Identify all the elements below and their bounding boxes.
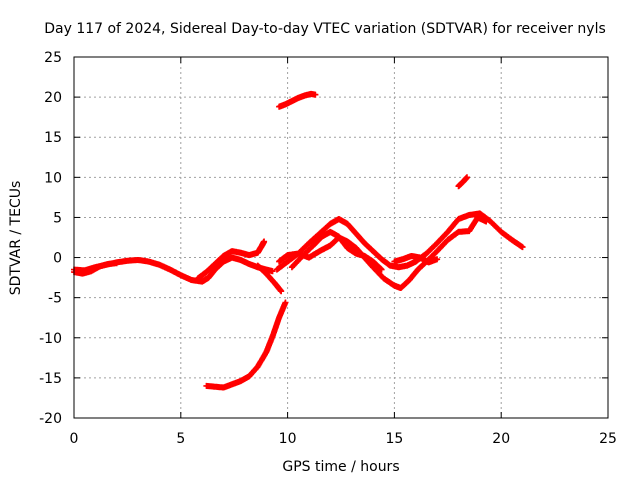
y-tick-label: 20	[44, 90, 62, 106]
series-track-c	[194, 238, 268, 282]
series-track-g	[273, 210, 526, 273]
data-points	[276, 214, 490, 291]
plot-frame	[73, 56, 609, 419]
series-track-j	[391, 253, 441, 266]
data-points	[273, 210, 526, 273]
y-tick-label: 5	[53, 210, 62, 226]
x-tick-label: 5	[176, 431, 185, 447]
x-tick-label: 10	[279, 431, 297, 447]
data-points	[254, 262, 285, 295]
y-tick-label: 25	[44, 50, 62, 66]
chart-title: Day 117 of 2024, Sidereal Day-to-day VTE…	[44, 21, 606, 37]
y-tick-label: -20	[39, 411, 62, 427]
x-tick-label: 15	[385, 431, 403, 447]
series-track-k	[455, 174, 470, 190]
y-tick-label: 15	[44, 130, 62, 146]
series-track-f	[276, 90, 319, 110]
x-tick-label: 20	[492, 431, 510, 447]
data-points	[194, 238, 268, 282]
series-track-a	[71, 254, 276, 285]
y-tick-label: -10	[39, 331, 62, 347]
x-tick-label: 25	[599, 431, 617, 447]
grid	[74, 57, 608, 418]
series-track-e	[203, 299, 289, 391]
x-tick-label: 0	[70, 431, 79, 447]
data-points	[455, 174, 470, 190]
y-tick-label: 0	[53, 251, 62, 267]
data-series	[71, 90, 526, 391]
series-track-d	[254, 262, 285, 295]
y-tick-label: -15	[39, 371, 62, 387]
data-points	[203, 299, 289, 391]
x-axis-label: GPS time / hours	[282, 459, 399, 475]
y-tick-label: -5	[48, 291, 62, 307]
y-tick-label: 10	[44, 170, 62, 186]
data-points	[71, 254, 276, 285]
axis-ticks: 0 5 10 15 20 25 -20 -15 -10 -5 0 5 10 15 20 25	[39, 50, 617, 447]
data-points	[276, 90, 319, 110]
data-points	[391, 253, 441, 266]
series-track-i	[276, 214, 490, 291]
y-axis-label: SDTVAR / TECUs	[8, 181, 24, 296]
